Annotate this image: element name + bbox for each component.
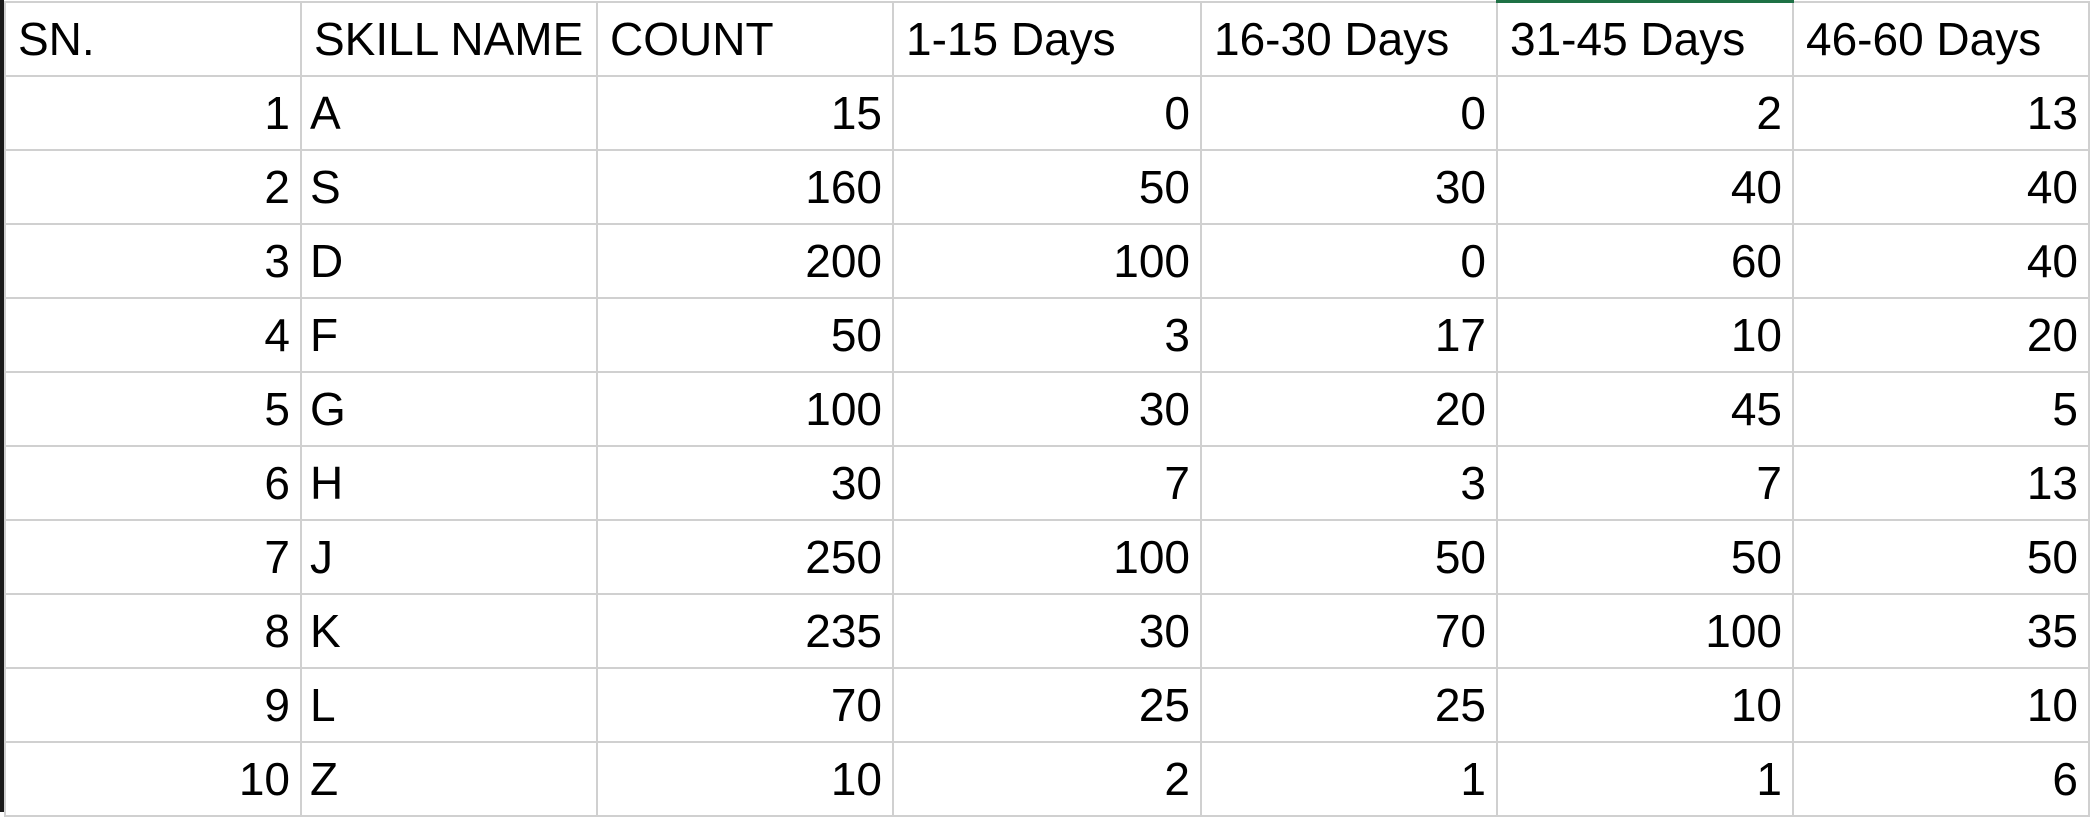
cell-sn[interactable]: 6 <box>4 445 302 521</box>
cell-sn[interactable]: 1 <box>4 75 302 151</box>
cell-31-45-days[interactable]: 7 <box>1496 445 1794 521</box>
cell-1-15-days[interactable]: 7 <box>892 445 1202 521</box>
cell-31-45-days[interactable]: 1 <box>1496 741 1794 817</box>
cell-31-45-days[interactable]: 50 <box>1496 519 1794 595</box>
cell-count[interactable]: 70 <box>596 667 894 743</box>
header-cell-sn[interactable]: SN. <box>4 0 302 77</box>
cell-sn[interactable]: 8 <box>4 593 302 669</box>
cell-16-30-days[interactable]: 17 <box>1200 297 1498 373</box>
cell-46-60-days[interactable]: 50 <box>1792 519 2090 595</box>
cell-46-60-days[interactable]: 35 <box>1792 593 2090 669</box>
cell-46-60-days[interactable]: 40 <box>1792 149 2090 225</box>
cell-16-30-days[interactable]: 20 <box>1200 371 1498 447</box>
cell-skill-name[interactable]: F <box>300 297 598 373</box>
table-row: 7 J 250 100 50 50 50 <box>4 519 2090 595</box>
header-row: SN. SKILL NAME COUNT 1-15 Days 16-30 Day… <box>4 0 2090 77</box>
table-row: 2 S 160 50 30 40 40 <box>4 149 2090 225</box>
cell-16-30-days[interactable]: 70 <box>1200 593 1498 669</box>
data-table: SN. SKILL NAME COUNT 1-15 Days 16-30 Day… <box>4 0 2090 817</box>
cell-16-30-days[interactable]: 3 <box>1200 445 1498 521</box>
cell-46-60-days[interactable]: 13 <box>1792 445 2090 521</box>
table-row: 5 G 100 30 20 45 5 <box>4 371 2090 447</box>
cell-31-45-days[interactable]: 10 <box>1496 297 1794 373</box>
table-row: 10 Z 10 2 1 1 6 <box>4 741 2090 817</box>
cell-count[interactable]: 15 <box>596 75 894 151</box>
cell-1-15-days[interactable]: 25 <box>892 667 1202 743</box>
cell-skill-name[interactable]: K <box>300 593 598 669</box>
cell-sn[interactable]: 10 <box>4 741 302 817</box>
cell-31-45-days[interactable]: 2 <box>1496 75 1794 151</box>
cell-count[interactable]: 30 <box>596 445 894 521</box>
cell-46-60-days[interactable]: 40 <box>1792 223 2090 299</box>
cell-sn[interactable]: 4 <box>4 297 302 373</box>
table-row: 3 D 200 100 0 60 40 <box>4 223 2090 299</box>
table-row: 1 A 15 0 0 2 13 <box>4 75 2090 151</box>
cell-skill-name[interactable]: D <box>300 223 598 299</box>
header-cell-31-45-days[interactable]: 31-45 Days <box>1496 0 1794 77</box>
cell-1-15-days[interactable]: 30 <box>892 593 1202 669</box>
cell-31-45-days[interactable]: 100 <box>1496 593 1794 669</box>
cell-1-15-days[interactable]: 30 <box>892 371 1202 447</box>
sheet-left-border <box>0 0 4 812</box>
cell-count[interactable]: 100 <box>596 371 894 447</box>
header-cell-1-15-days[interactable]: 1-15 Days <box>892 0 1202 77</box>
cell-1-15-days[interactable]: 50 <box>892 149 1202 225</box>
cell-16-30-days[interactable]: 0 <box>1200 75 1498 151</box>
cell-count[interactable]: 235 <box>596 593 894 669</box>
cell-sn[interactable]: 7 <box>4 519 302 595</box>
cell-1-15-days[interactable]: 3 <box>892 297 1202 373</box>
cell-skill-name[interactable]: G <box>300 371 598 447</box>
cell-count[interactable]: 160 <box>596 149 894 225</box>
table-row: 4 F 50 3 17 10 20 <box>4 297 2090 373</box>
cell-16-30-days[interactable]: 50 <box>1200 519 1498 595</box>
cell-skill-name[interactable]: A <box>300 75 598 151</box>
header-cell-46-60-days[interactable]: 46-60 Days <box>1792 0 2090 77</box>
cell-46-60-days[interactable]: 10 <box>1792 667 2090 743</box>
cell-16-30-days[interactable]: 25 <box>1200 667 1498 743</box>
cell-46-60-days[interactable]: 20 <box>1792 297 2090 373</box>
cell-count[interactable]: 10 <box>596 741 894 817</box>
cell-skill-name[interactable]: H <box>300 445 598 521</box>
header-cell-16-30-days[interactable]: 16-30 Days <box>1200 0 1498 77</box>
cell-16-30-days[interactable]: 1 <box>1200 741 1498 817</box>
cell-count[interactable]: 50 <box>596 297 894 373</box>
cell-skill-name[interactable]: Z <box>300 741 598 817</box>
cell-1-15-days[interactable]: 2 <box>892 741 1202 817</box>
cell-31-45-days[interactable]: 10 <box>1496 667 1794 743</box>
cell-sn[interactable]: 2 <box>4 149 302 225</box>
cell-31-45-days[interactable]: 60 <box>1496 223 1794 299</box>
header-cell-skill-name[interactable]: SKILL NAME <box>300 0 598 77</box>
cell-skill-name[interactable]: L <box>300 667 598 743</box>
cell-skill-name[interactable]: S <box>300 149 598 225</box>
table-row: 9 L 70 25 25 10 10 <box>4 667 2090 743</box>
cell-31-45-days[interactable]: 40 <box>1496 149 1794 225</box>
cell-46-60-days[interactable]: 6 <box>1792 741 2090 817</box>
table-row: 8 K 235 30 70 100 35 <box>4 593 2090 669</box>
cell-sn[interactable]: 5 <box>4 371 302 447</box>
cell-1-15-days[interactable]: 100 <box>892 519 1202 595</box>
cell-16-30-days[interactable]: 30 <box>1200 149 1498 225</box>
cell-46-60-days[interactable]: 5 <box>1792 371 2090 447</box>
cell-count[interactable]: 200 <box>596 223 894 299</box>
cell-46-60-days[interactable]: 13 <box>1792 75 2090 151</box>
header-cell-count[interactable]: COUNT <box>596 0 894 77</box>
cell-skill-name[interactable]: J <box>300 519 598 595</box>
cell-sn[interactable]: 9 <box>4 667 302 743</box>
cell-16-30-days[interactable]: 0 <box>1200 223 1498 299</box>
cell-count[interactable]: 250 <box>596 519 894 595</box>
table-row: 6 H 30 7 3 7 13 <box>4 445 2090 521</box>
cell-31-45-days[interactable]: 45 <box>1496 371 1794 447</box>
cell-sn[interactable]: 3 <box>4 223 302 299</box>
cell-1-15-days[interactable]: 100 <box>892 223 1202 299</box>
cell-1-15-days[interactable]: 0 <box>892 75 1202 151</box>
